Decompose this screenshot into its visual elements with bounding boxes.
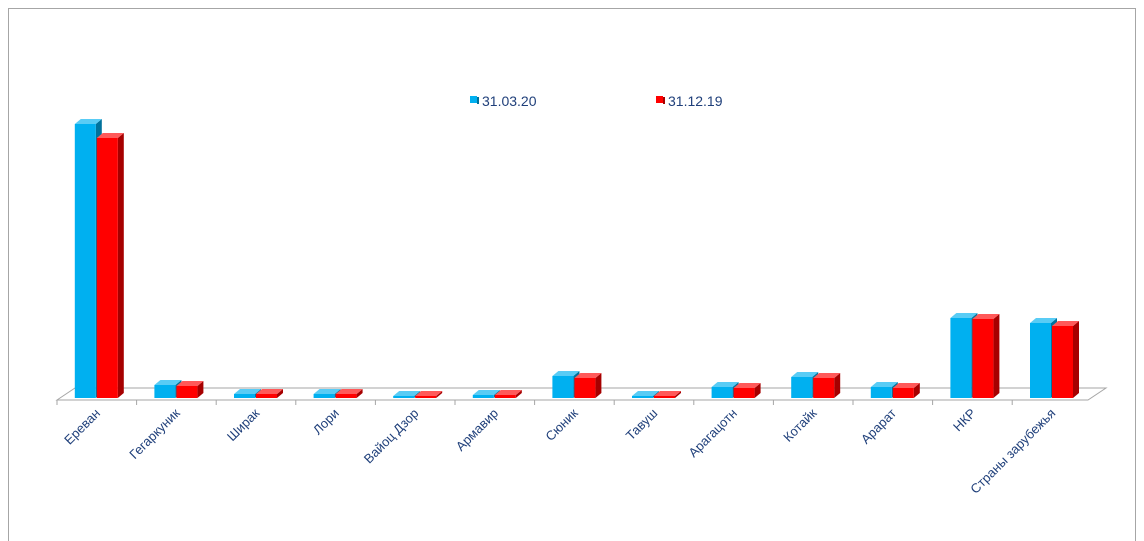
bar-s2-9 — [813, 373, 840, 398]
category-label: Котайк — [780, 405, 819, 444]
category-label: Гегаркуник — [126, 405, 183, 462]
legend-swatch — [656, 96, 663, 103]
category-label: Сюник — [542, 405, 581, 444]
category-label: Лори — [310, 406, 342, 438]
category-label: Арагацотн — [685, 406, 740, 461]
category-label: Страны зарубежья — [967, 406, 1058, 497]
legend-label: 31.03.20 — [482, 93, 537, 109]
legend-item-2: 31.12.19 — [656, 93, 723, 109]
bar-s2-10 — [893, 383, 920, 398]
category-label: Армавир — [453, 406, 501, 454]
bar-s2-12 — [1052, 321, 1079, 398]
category-label: Тавуш — [623, 406, 661, 444]
category-label: НКР — [950, 406, 979, 435]
category-label: Ереван — [61, 406, 103, 448]
category-label: Вайоц Дзор — [361, 406, 422, 467]
category-label: Арарат — [858, 405, 899, 446]
legend-label: 31.12.19 — [668, 93, 723, 109]
bar-s2-1 — [176, 381, 203, 398]
category-label: Ширак — [224, 405, 263, 444]
bar-s2-0 — [97, 133, 124, 398]
legend-swatch — [470, 96, 477, 103]
bar-s2-8 — [734, 383, 761, 398]
bar-s2-11 — [972, 314, 999, 398]
legend-item-1: 31.03.20 — [470, 93, 537, 109]
bar-s2-6 — [574, 373, 601, 398]
